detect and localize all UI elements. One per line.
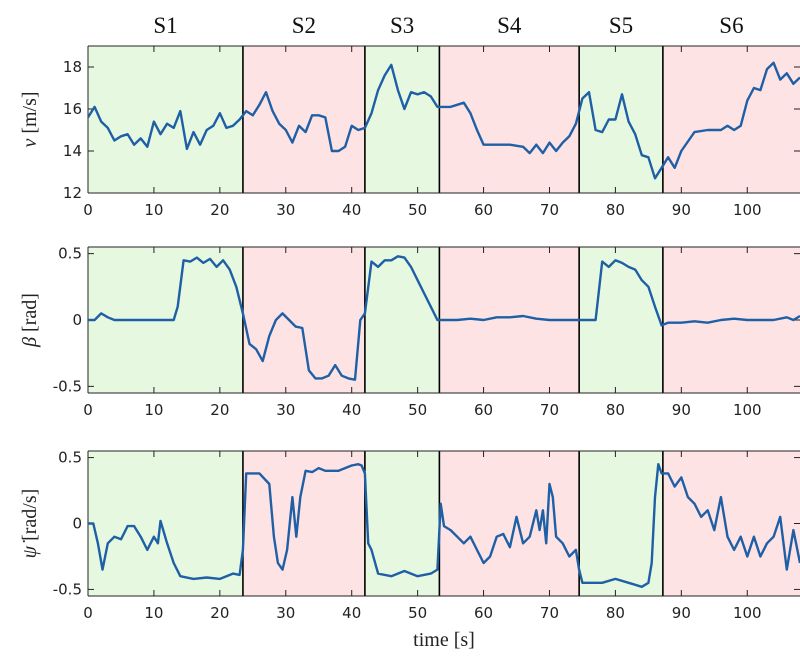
segment-band-s6 xyxy=(662,451,800,596)
x-tick-label: 60 xyxy=(474,201,493,219)
y-axis-label: ψ̇ [rad/s] xyxy=(19,489,41,559)
x-tick-label: 0 xyxy=(83,604,93,622)
segment-band-s1 xyxy=(88,451,243,596)
segment-band-s5 xyxy=(579,451,663,596)
y-tick-label: 0.5 xyxy=(58,245,82,263)
segment-band-s5 xyxy=(579,46,663,193)
x-tick-label: 40 xyxy=(342,401,361,419)
segment-band-s2 xyxy=(242,451,365,596)
segment-band-s1 xyxy=(88,46,243,193)
series-line-sideslip xyxy=(88,255,800,381)
x-tick-label: 50 xyxy=(408,604,427,622)
segment-label-s6: S6 xyxy=(719,13,743,38)
y-tick-label: 18 xyxy=(63,58,82,76)
y-tick-label: 16 xyxy=(63,100,82,118)
x-tick-label: 20 xyxy=(210,201,229,219)
x-tick-label: 20 xyxy=(210,604,229,622)
x-tick-label: 100 xyxy=(733,201,762,219)
y-tick-label: 0.5 xyxy=(58,449,82,467)
y-tick-label: 12 xyxy=(63,184,82,202)
x-tick-label: 50 xyxy=(408,401,427,419)
x-tick-label: 80 xyxy=(606,604,625,622)
x-tick-label: 10 xyxy=(144,401,163,419)
segment-labels: S1 S2 S3 S4 S5 S6 xyxy=(153,13,743,38)
x-tick-label: 90 xyxy=(672,401,691,419)
x-tick-label: 0 xyxy=(83,401,93,419)
x-tick-label: 0 xyxy=(83,201,93,219)
x-tick-label: 30 xyxy=(276,604,295,622)
segment-band-s4 xyxy=(439,451,580,596)
y-tick-label: -0.5 xyxy=(53,580,82,598)
x-tick-label: 30 xyxy=(276,201,295,219)
y-axis-label-unit: [rad/s] xyxy=(19,489,41,546)
segment-band-s4 xyxy=(439,46,580,193)
x-tick-label: 50 xyxy=(408,201,427,219)
x-tick-label: 40 xyxy=(342,604,361,622)
x-tick-label: 80 xyxy=(606,201,625,219)
x-axis-label: time [s] xyxy=(413,629,475,651)
x-tick-label: 70 xyxy=(540,201,559,219)
y-tick-label: 14 xyxy=(63,142,82,160)
series-line-yaw_rate xyxy=(88,463,800,588)
panel-velocity: 12 14 16 18 0 10 20 30 40 50 60 70 80 90 100 v [m/s] xyxy=(19,45,800,219)
x-tick-label: 100 xyxy=(733,401,762,419)
x-tick-label: 70 xyxy=(540,401,559,419)
y-axis-label: v [m/s] xyxy=(19,91,41,147)
x-tick-label: 90 xyxy=(672,604,691,622)
y-axis-label-variable: v xyxy=(19,139,41,148)
x-tick-label: 100 xyxy=(733,604,762,622)
segment-band-s2 xyxy=(242,46,365,193)
y-tick-label: -0.5 xyxy=(53,377,82,395)
y-tick-label: 0 xyxy=(72,515,82,533)
y-axis-label-unit: [rad] xyxy=(19,293,41,337)
y-axis-label: β [rad] xyxy=(19,293,41,348)
y-tick-label: 0 xyxy=(72,311,82,329)
segment-band-s3 xyxy=(364,46,440,193)
series-line-velocity xyxy=(88,61,800,180)
segment-label-s1: S1 xyxy=(153,13,177,38)
x-tick-label: 10 xyxy=(144,201,163,219)
x-tick-label: 10 xyxy=(144,604,163,622)
segment-label-s2: S2 xyxy=(292,13,316,38)
segment-band-s2 xyxy=(242,247,365,393)
x-tick-label: 60 xyxy=(474,604,493,622)
segment-label-s4: S4 xyxy=(497,13,522,38)
y-axis-label-unit: [m/s] xyxy=(19,91,41,138)
x-tick-label: 60 xyxy=(474,401,493,419)
y-axis-label-variable: β xyxy=(19,337,41,348)
x-tick-label: 70 xyxy=(540,604,559,622)
segment-label-s3: S3 xyxy=(390,13,414,38)
x-tick-label: 40 xyxy=(342,201,361,219)
segment-band-s6 xyxy=(662,46,800,193)
segment-label-s5: S5 xyxy=(609,13,633,38)
x-tick-label: 90 xyxy=(672,201,691,219)
x-tick-label: 30 xyxy=(276,401,295,419)
segment-band-s3 xyxy=(364,247,440,393)
x-tick-label: 80 xyxy=(606,401,625,419)
x-tick-label: 20 xyxy=(210,401,229,419)
